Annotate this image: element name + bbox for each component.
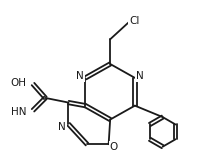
Text: O: O [110, 142, 118, 152]
Text: N: N [76, 71, 84, 81]
Text: N: N [136, 71, 144, 81]
Text: N: N [58, 122, 66, 132]
Text: Cl: Cl [129, 16, 139, 26]
Text: OH: OH [10, 78, 26, 88]
Text: HN: HN [11, 107, 26, 116]
